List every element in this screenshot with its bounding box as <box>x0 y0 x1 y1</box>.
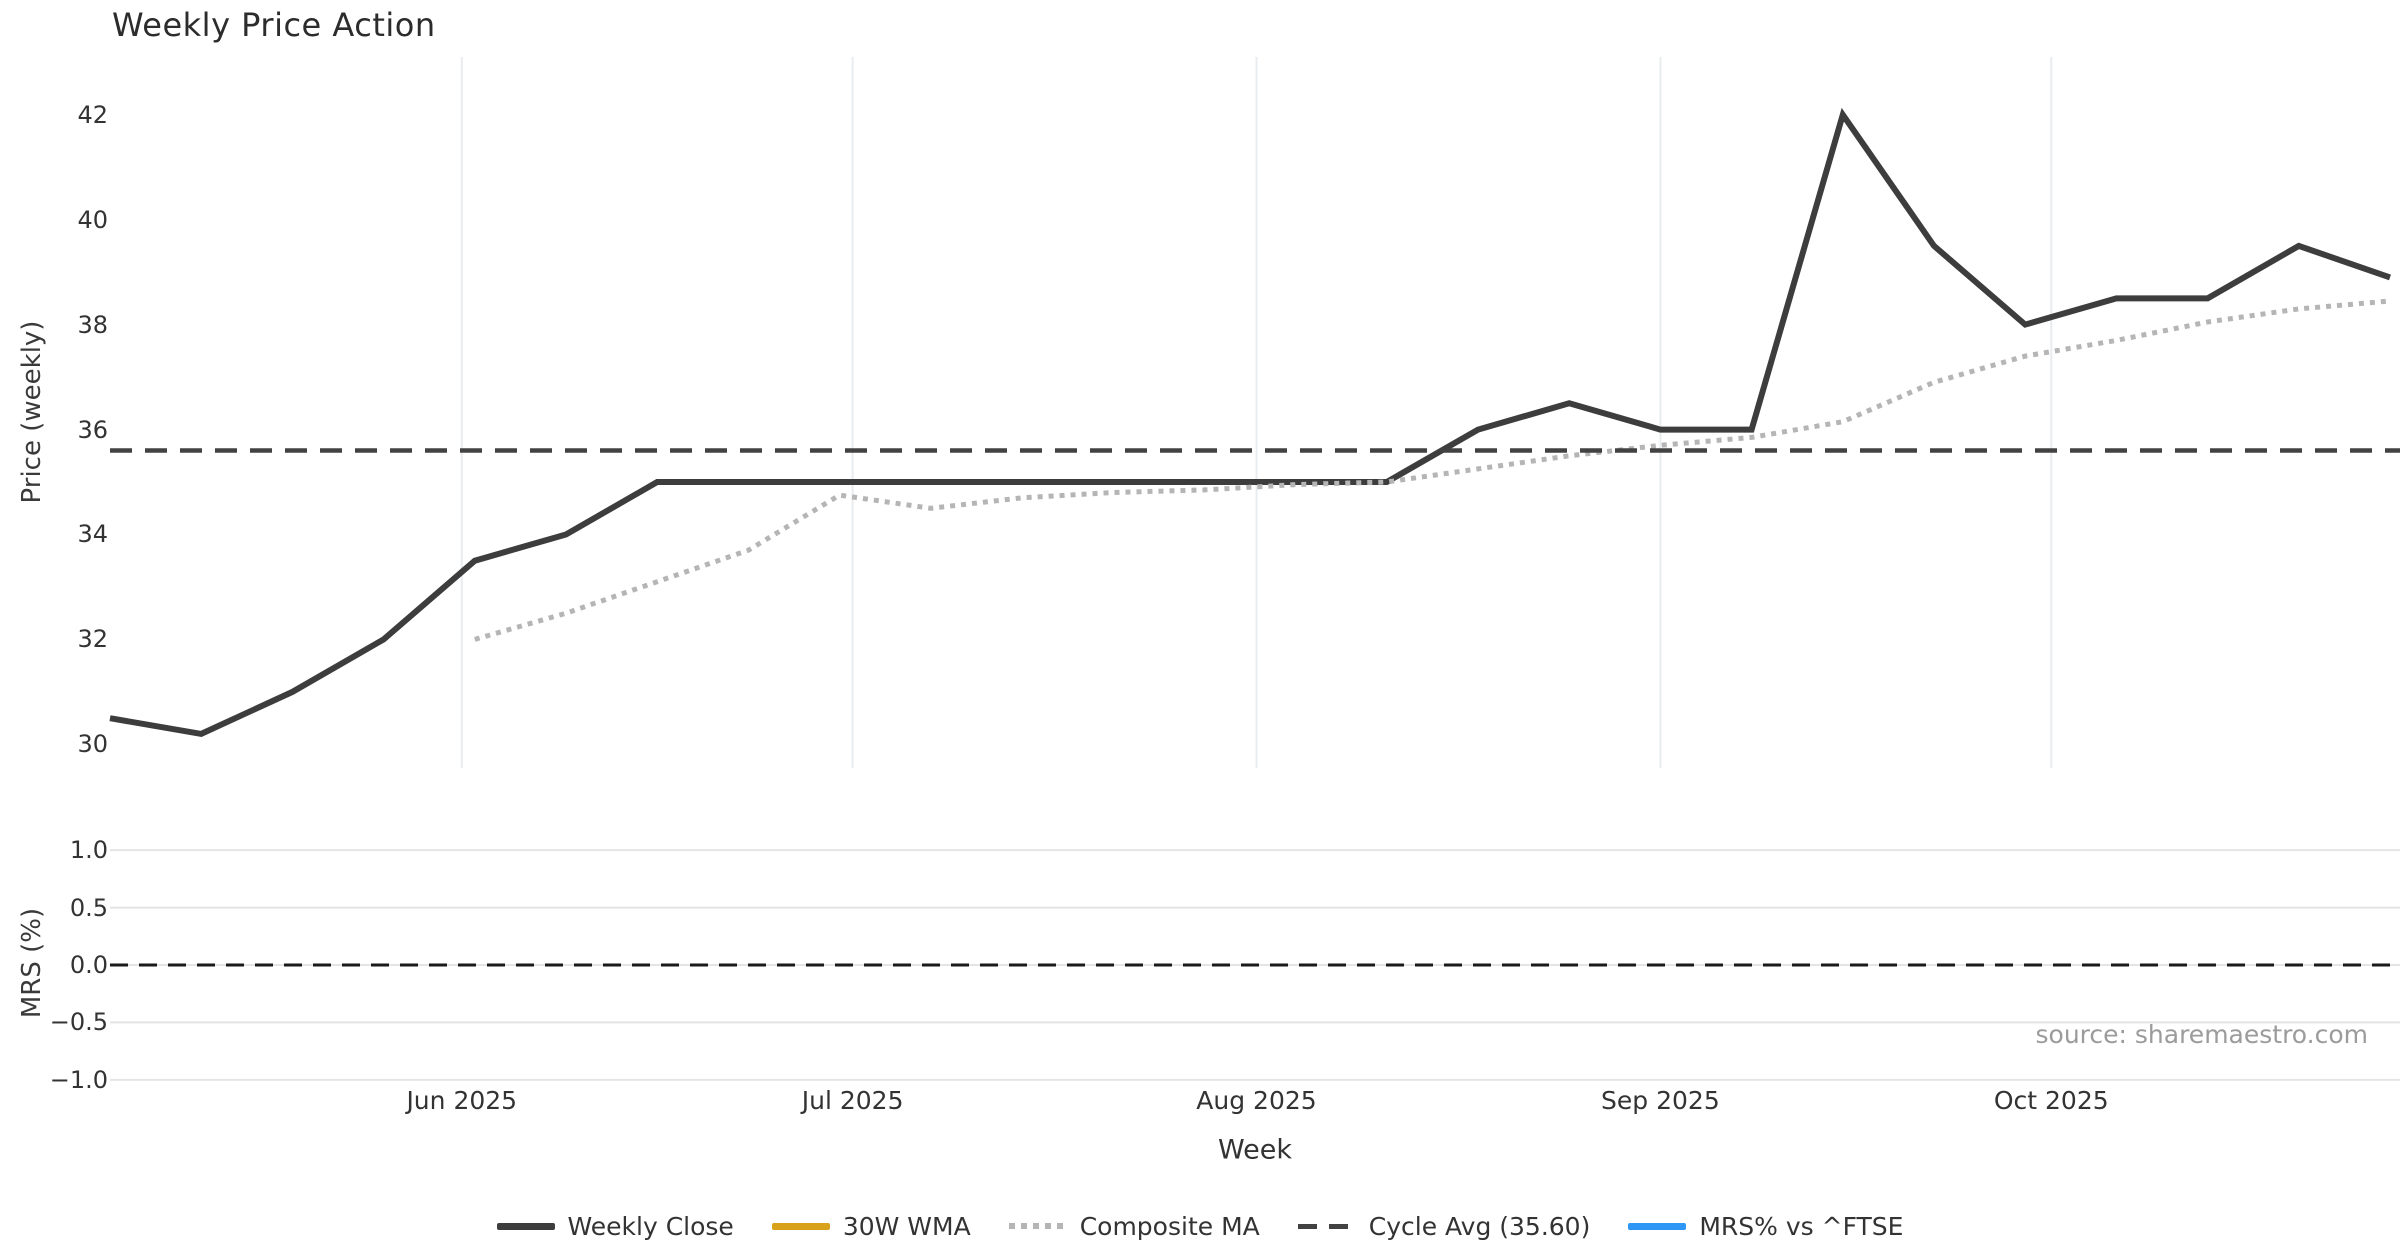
legend-item: Cycle Avg (35.60) <box>1297 1211 1591 1241</box>
mrs-tick-label: 0.0 <box>69 951 108 979</box>
chart-title: Weekly Price Action <box>112 6 436 44</box>
legend-item: Composite MA <box>1008 1211 1260 1241</box>
legend-swatch-dashed <box>1297 1223 1356 1229</box>
legend-label: Cycle Avg (35.60) <box>1368 1211 1591 1241</box>
composite-ma-line <box>474 298 2391 642</box>
price-tick-label: 40 <box>77 205 108 234</box>
chart-legend: Weekly Close 30W WMA Composite MA Cycle Avg… <box>0 1208 2400 1244</box>
price-tick-label: 34 <box>77 520 108 549</box>
legend-item: MRS% vs ^FTSE <box>1628 1212 1903 1241</box>
price-tick-label: 36 <box>77 415 108 444</box>
x-axis-title: Week <box>1218 1134 1292 1166</box>
mrs-tick-label: 0.5 <box>69 893 108 922</box>
mrs-tick-label: 1.0 <box>69 836 108 865</box>
month-tick-label: Jun 2025 <box>406 1086 518 1115</box>
legend-label: Composite MA <box>1079 1211 1260 1241</box>
legend-label: MRS% vs ^FTSE <box>1699 1211 1904 1241</box>
weekly-close-line <box>109 107 2391 738</box>
mrs-tick-label: −0.5 <box>49 1008 108 1037</box>
mrs-tick-label: −1.0 <box>49 1065 108 1094</box>
month-tick-label: Sep 2025 <box>1601 1086 1720 1115</box>
legend-swatch-solid <box>1628 1222 1687 1230</box>
legend-item: Weekly Close <box>496 1211 734 1241</box>
month-tick-label: Aug 2025 <box>1196 1086 1317 1115</box>
source-attribution: source: sharemaestro.com <box>2035 1020 2369 1049</box>
legend-swatch-solid <box>496 1222 555 1230</box>
month-tick-label: Jul 2025 <box>801 1086 904 1115</box>
price-tick-label: 42 <box>77 100 108 129</box>
legend-swatch-solid <box>771 1222 830 1230</box>
legend-item: 30W WMA <box>771 1211 971 1241</box>
legend-label: Weekly Close <box>567 1211 734 1241</box>
legend-label: 30W WMA <box>842 1211 971 1241</box>
legend-swatch-dotted <box>1008 1223 1067 1229</box>
price-tick-label: 38 <box>77 310 108 339</box>
price-tick-label: 30 <box>77 730 108 759</box>
price-tick-label: 32 <box>77 625 108 654</box>
month-tick-label: Oct 2025 <box>1993 1086 2109 1115</box>
